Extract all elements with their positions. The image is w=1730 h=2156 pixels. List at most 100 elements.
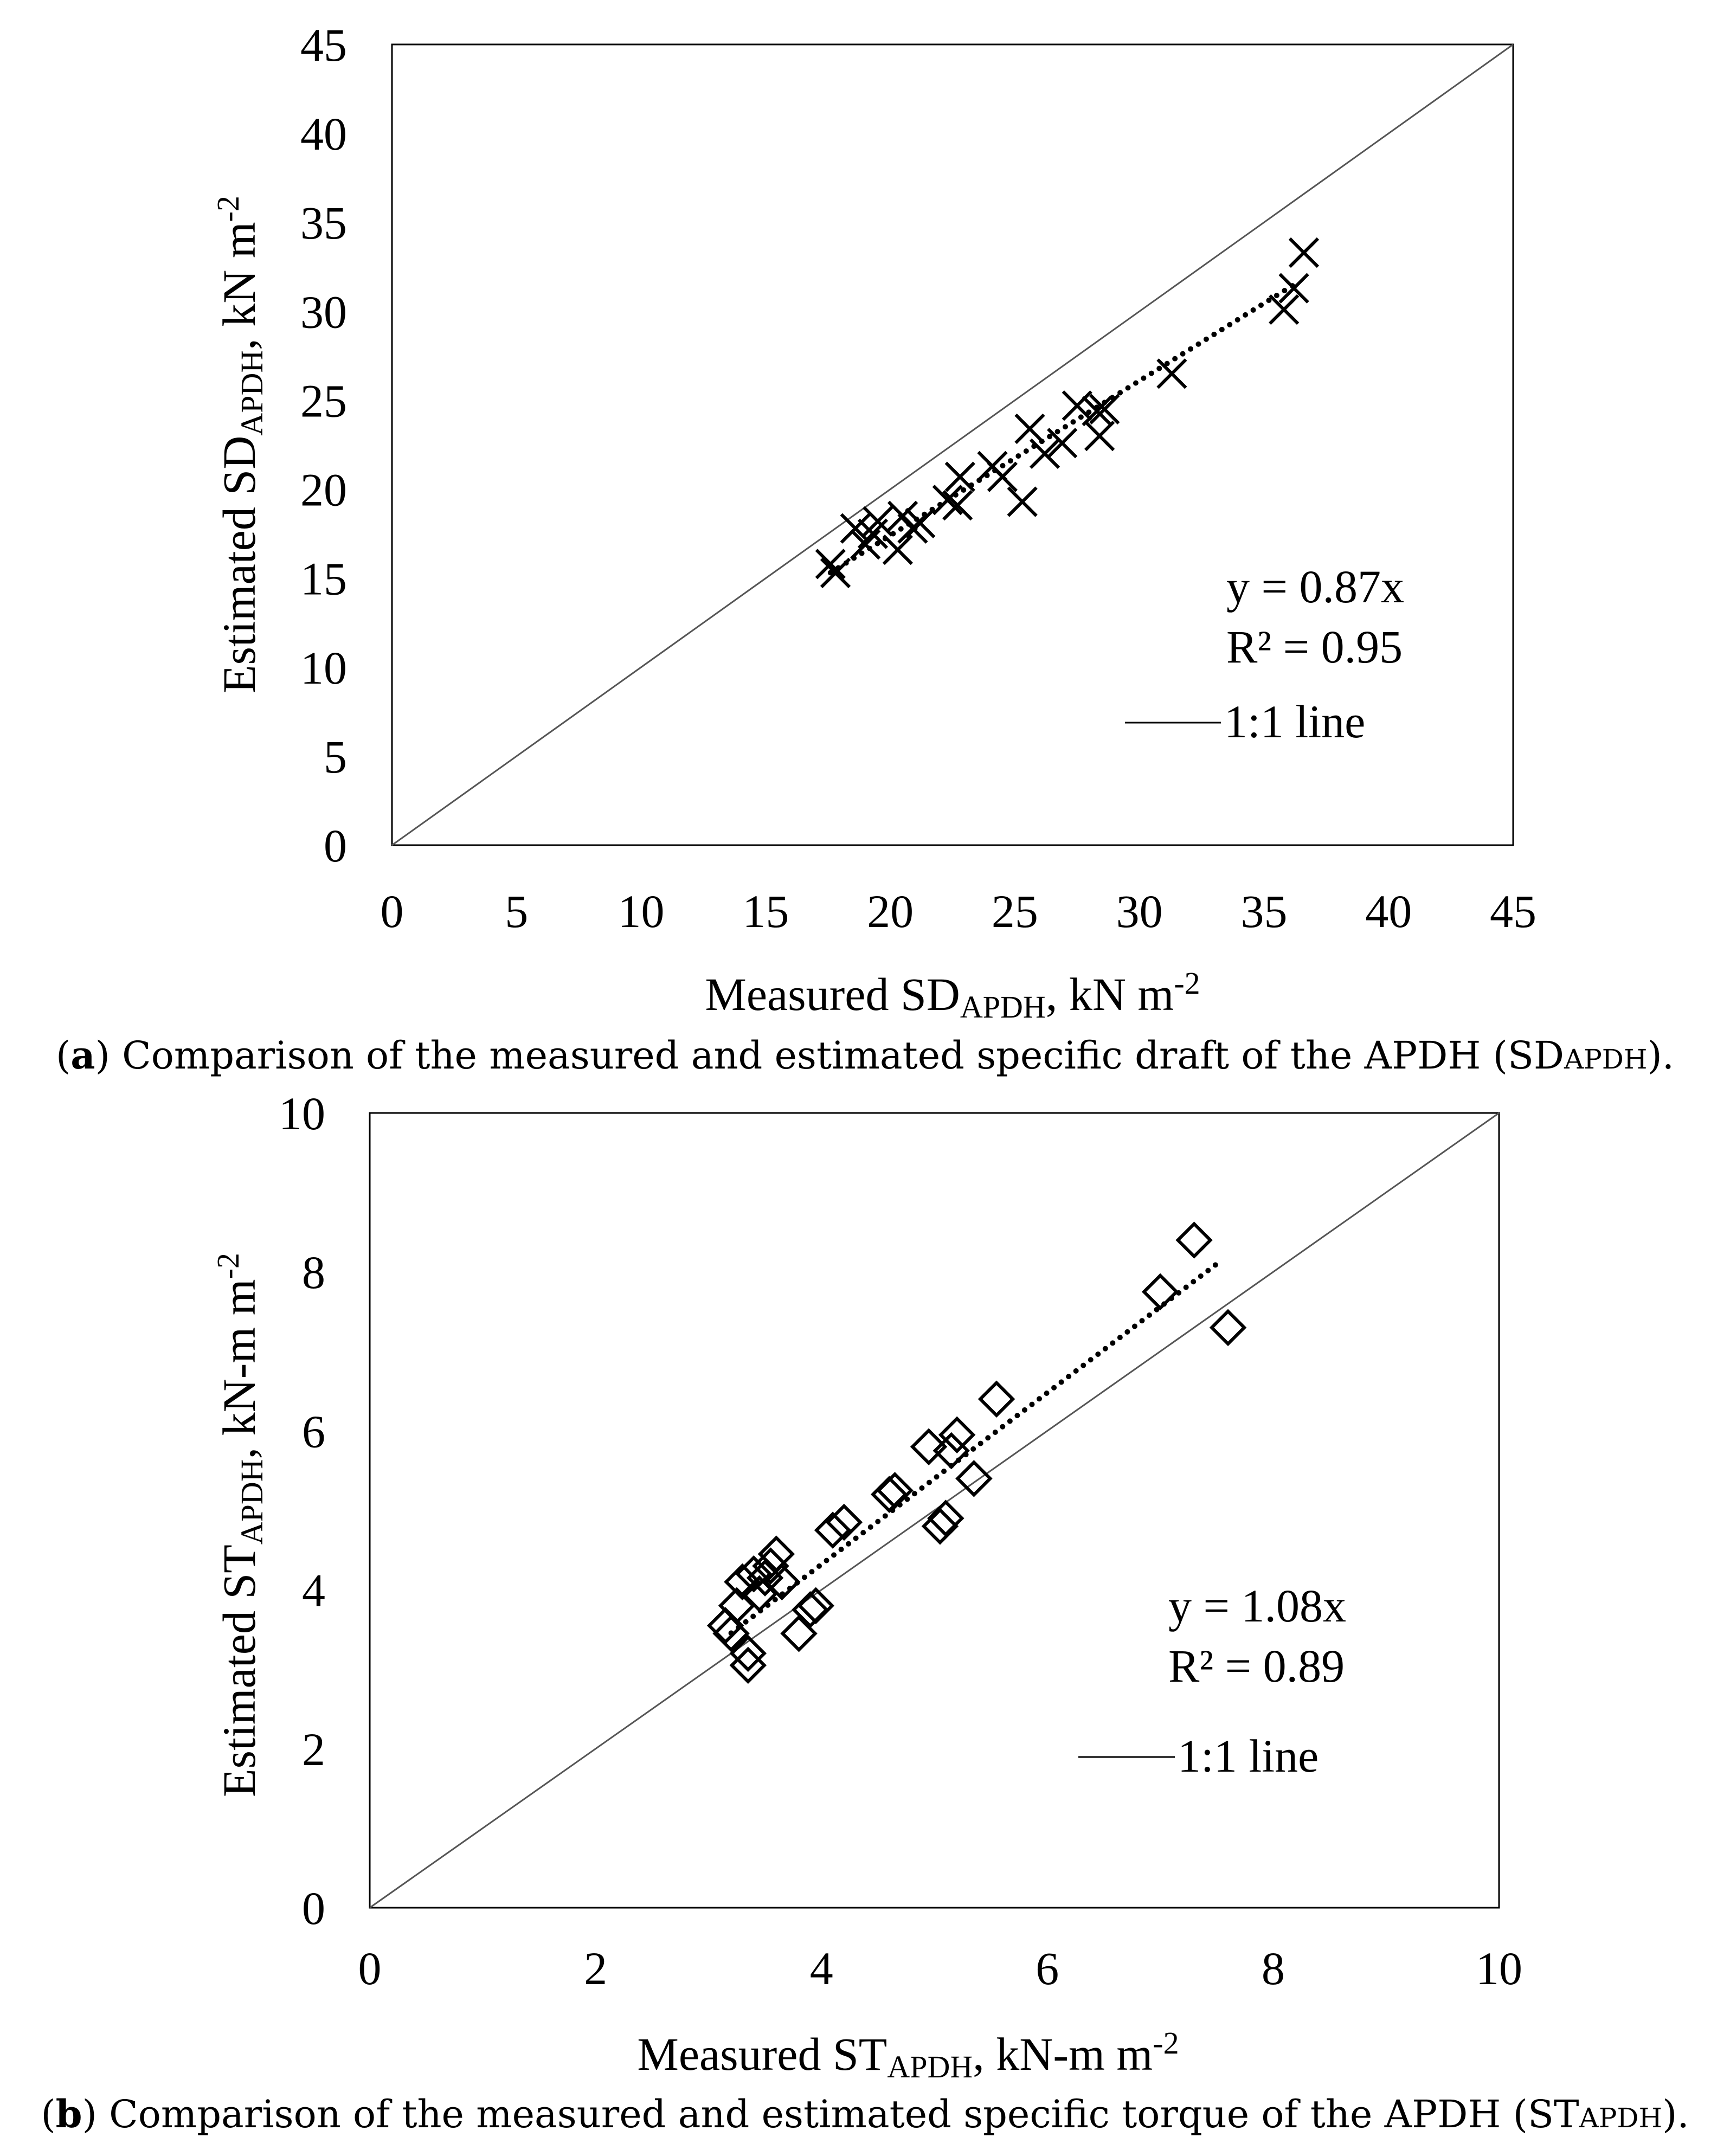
- data-point-diamond-marker: [729, 1634, 767, 1672]
- chart-b-x-tick-label: 6: [1036, 1942, 1059, 1994]
- chart-b: 0 2 4 6 8 10 0 2 4 6 8 10 Measured STAPDH, kN-m m-…: [210, 1087, 1522, 2084]
- chart-b-x-tick-label: 8: [1262, 1942, 1285, 1994]
- chart-b-y-tick-label: 10: [279, 1087, 325, 1140]
- data-point-diamond-marker: [910, 1428, 948, 1465]
- data-point-x-marker: [942, 490, 973, 521]
- caption-b: (b) Comparison of the measured and estim…: [41, 2091, 1689, 2136]
- chart-a-y-tick-label: 10: [300, 642, 347, 694]
- chart-a-y-tick-label: 5: [324, 731, 347, 783]
- data-point-x-marker: [1156, 358, 1187, 389]
- chart-a-x-tick-label: 40: [1365, 885, 1412, 937]
- chart-b-trendline-path: [728, 1257, 1225, 1636]
- chart-a-legend-label: 1:1 line: [1224, 696, 1365, 748]
- chart-a-r-squared: R² = 0.95: [1226, 621, 1403, 673]
- chart-b-y-tick-label: 0: [302, 1882, 325, 1934]
- data-point-diamond-marker: [752, 1547, 789, 1585]
- data-point-diamond-marker: [825, 1503, 863, 1541]
- data-point-diamond-marker: [763, 1563, 801, 1601]
- chart-a: 0 5 10 15 20 25 30 35 40 45 0 5 10 15 20 25 30 35 40 45 Me…: [210, 19, 1536, 1025]
- chart-a-y-tick-label: 25: [300, 375, 347, 427]
- chart-a-x-tick-label: 25: [992, 885, 1038, 937]
- chart-a-identity-line: [391, 43, 1514, 846]
- caption-b-tail: ).: [1662, 2092, 1689, 2136]
- data-point-diamond-marker: [1209, 1309, 1247, 1347]
- chart-b-y-tick-label: 2: [302, 1723, 325, 1775]
- chart-b-equation: y = 1.08x: [1168, 1580, 1346, 1632]
- data-point-diamond-marker: [814, 1511, 852, 1549]
- caption-a-subscript: APDH: [1564, 1044, 1648, 1075]
- data-point-diamond-marker: [780, 1614, 818, 1652]
- chart-a-x-axis-label: Measured SDAPDH, kN m-2: [705, 966, 1200, 1025]
- chart-b-r-squared: R² = 0.89: [1168, 1640, 1345, 1692]
- data-point-x-marker: [840, 513, 871, 544]
- caption-b-text: Comparison of the measured and estimated…: [109, 2092, 1579, 2136]
- chart-b-y-axis-label: Estimated STAPDH, kN-m m-2: [210, 1253, 269, 1797]
- chart-b-y-tick-label: 8: [302, 1246, 325, 1298]
- data-point-x-marker: [1089, 394, 1120, 424]
- chart-b-points: [706, 1221, 1247, 1684]
- data-point-diamond-marker: [712, 1614, 750, 1652]
- chart-a-x-tick-label: 30: [1116, 885, 1163, 937]
- caption-b-letter: b: [55, 2091, 82, 2136]
- data-point-x-marker: [882, 535, 914, 565]
- chart-a-y-tick-label: 35: [300, 197, 347, 249]
- data-point-diamond-marker: [1175, 1221, 1213, 1259]
- data-point-diamond-marker: [955, 1460, 993, 1497]
- caption-a-letter: a: [70, 1033, 95, 1078]
- chart-a-x-tick-label: 15: [742, 885, 789, 937]
- chart-a-y-tick-label: 0: [324, 820, 347, 872]
- data-point-x-marker: [887, 500, 918, 531]
- chart-a-y-tick-label: 45: [300, 19, 347, 71]
- chart-a-x-tick-label: 10: [618, 885, 665, 937]
- data-point-diamond-marker: [921, 1508, 959, 1545]
- chart-a-x-tick-label: 45: [1490, 885, 1536, 937]
- data-point-x-marker: [863, 506, 893, 537]
- chart-b-x-tick-label: 2: [584, 1942, 607, 1994]
- data-point-x-marker: [987, 461, 1018, 492]
- chart-a-x-tick-label: 20: [867, 885, 914, 937]
- caption-a-tail: ).: [1647, 1033, 1675, 1078]
- data-point-x-marker: [1029, 438, 1060, 469]
- chart-b-x-ticks: 0 2 4 6 8 10: [358, 1942, 1523, 1994]
- chart-a-x-ticks: 0 5 10 15 20 25 30 35 40 45: [381, 885, 1537, 937]
- data-point-diamond-marker: [797, 1587, 835, 1625]
- data-point-diamond-marker: [977, 1380, 1015, 1418]
- data-point-diamond-marker: [876, 1472, 914, 1509]
- chart-a-equation: y = 0.87x: [1226, 561, 1404, 613]
- chart-a-y-axis-label: Estimated SDAPDH, kN m-2: [210, 196, 269, 693]
- chart-a-y-tick-label: 40: [300, 108, 347, 160]
- caption-a-text: Comparison of the measured and estimated…: [122, 1033, 1565, 1078]
- data-point-x-marker: [944, 461, 975, 492]
- data-point-x-marker: [1014, 413, 1045, 445]
- data-point-x-marker: [1288, 237, 1320, 268]
- data-point-diamond-marker: [724, 1563, 761, 1601]
- caption-a: (a) Comparison of the measured and estim…: [55, 1033, 1675, 1078]
- chart-a-y-tick-label: 30: [300, 286, 347, 338]
- chart-a-y-ticks: 0 5 10 15 20 25 30 35 40 45: [300, 19, 347, 872]
- chart-a-x-tick-label: 0: [381, 885, 404, 937]
- chart-b-y-tick-label: 6: [302, 1405, 325, 1457]
- chart-a-x-tick-label: 5: [505, 885, 528, 937]
- chart-b-x-tick-label: 10: [1476, 1942, 1522, 1994]
- chart-a-points: [815, 237, 1320, 588]
- chart-a-y-tick-label: 20: [300, 464, 347, 516]
- chart-b-y-ticks: 0 2 4 6 8 10: [279, 1087, 325, 1934]
- data-point-diamond-marker: [927, 1499, 964, 1537]
- data-point-x-marker: [932, 485, 963, 516]
- data-point-x-marker: [1007, 486, 1038, 517]
- chart-b-x-tick-label: 4: [810, 1942, 833, 1994]
- data-point-diamond-marker: [938, 1416, 976, 1453]
- chart-b-trendline: [728, 1257, 1225, 1636]
- chart-a-x-tick-label: 35: [1240, 885, 1287, 937]
- caption-b-subscript: APDH: [1579, 2102, 1663, 2134]
- chart-a-y-tick-label: 15: [300, 553, 347, 605]
- chart-b-x-axis-label: Measured STAPDH, kN-m m-2: [637, 2025, 1179, 2084]
- data-point-diamond-marker: [1141, 1273, 1179, 1311]
- data-point-x-marker: [820, 557, 851, 588]
- chart-b-identity-line: [369, 1112, 1500, 1909]
- chart-b-legend-label: 1:1 line: [1178, 1730, 1319, 1782]
- data-point-x-marker: [1084, 420, 1115, 452]
- data-point-x-marker: [1062, 390, 1092, 421]
- data-point-x-marker: [1047, 428, 1078, 459]
